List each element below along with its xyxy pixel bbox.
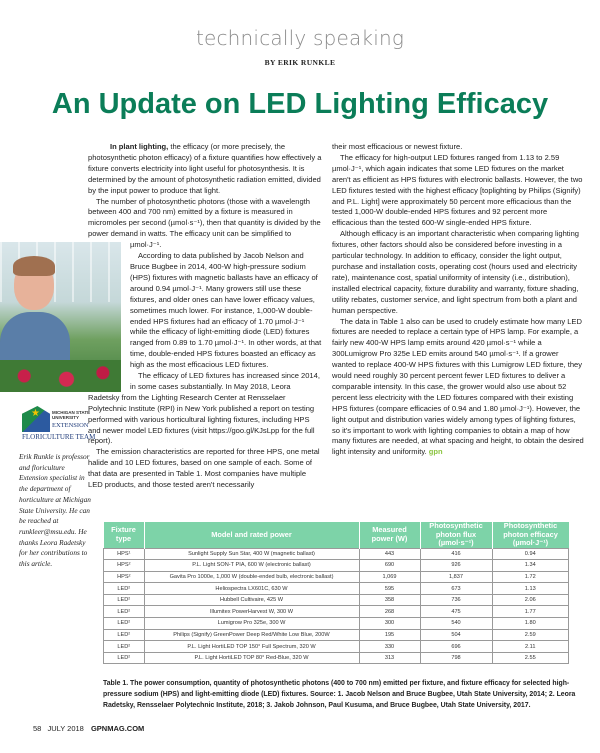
table-cell: 1.77 [491,605,569,619]
column-header: Fixture type [103,522,145,548]
paragraph: The efficacy for high-output LED fixture… [332,152,583,228]
table-cell: 2.11 [491,640,569,653]
table-caption: Table 1. The power consumption, quantity… [103,680,576,709]
table-cell: 1,069 [358,570,421,584]
table-cell: 443 [358,547,421,561]
table-cell: LED² [103,628,145,642]
paragraph: The number of photosynthetic photons (th… [88,196,321,250]
table-row: LED² P.L. Light HortiLED TOP 150° Full Sp… [103,640,569,653]
table-cell: Gavita Pro 1000e, 1,000 W (double-ended … [143,570,360,584]
table-cell: 1,837 [419,570,493,584]
table-cell: LED² [103,582,145,595]
author-photo [0,242,121,392]
paragraph: According to data published by Jacob Nel… [130,251,322,370]
table-cell: 313 [358,651,421,665]
issue-date: JULY 2018 [47,724,84,733]
column-header: Model and rated power [144,522,360,548]
table-cell: Heliospectra LX601C, 630 W [143,582,360,595]
section-kicker: technically speaking [195,26,405,50]
table-cell: LED² [103,640,145,653]
table-cell: 2.06 [491,593,569,607]
table-row: LED² Hubbell Cultivaire, 425 W 358 736 2.06 [103,593,569,607]
table-cell: 540 [419,617,493,630]
table-cell: Lumigrow Pro 325e, 300 W [143,617,360,630]
data-table: Fixture type Model and rated power Measu… [103,521,569,665]
table-cell: 2.59 [491,628,569,642]
table-cell: 358 [358,593,421,607]
table-row: LED² Lumigrow Pro 325e, 300 W 300 540 1.80 [103,617,569,630]
table-row: LED² Philips (Signify) GreenPower Deep Re… [103,628,569,642]
author-bio: Erik Runkle is professor and floricultur… [19,452,91,569]
table-cell: 504 [419,628,493,642]
msu-extension-logo: ★ MICHIGAN STATE UNIVERSITY EXTENSION FL… [22,406,96,441]
logo-text: EXTENSION [52,422,89,429]
site-name: GPNMAG.COM [90,724,145,733]
article-column-2: their most efficacious or newest fixture… [332,142,584,458]
table-row: HPS² P.L. Light SON-T PIA, 600 W (electro… [103,559,569,572]
paragraph-text: The data in Table 1 also can be used to … [332,316,584,457]
table-cell: 595 [358,582,421,595]
paragraph: Although efficacy is an important charac… [332,229,579,315]
logo-text: MICHIGAN STATE UNIVERSITY [52,410,91,420]
table-cell: 1.72 [491,570,569,584]
column-header: Photosynthetic photon efficacy (µmol·J⁻¹… [492,521,569,548]
table-cell: LED² [103,605,145,619]
table-cell: 330 [358,640,421,653]
table-cell: 0.94 [491,547,569,561]
article-column-1: In plant lighting, the efficacy (or more… [0,142,322,692]
logo-text: FLORICULTURE TEAM [22,433,96,441]
table-cell: Philips (Signify) GreenPower Deep Red/Wh… [143,628,360,642]
table-cell: HPS¹ [103,547,145,561]
column-header: Measured power (W) [359,522,421,548]
table-cell: 1.13 [491,582,569,595]
table-cell: 475 [419,605,493,619]
table-row: HPS² Gavita Pro 1000e, 1,000 W (double-en… [103,570,569,584]
table-cell: 300 [358,617,421,630]
table-cell: 798 [419,651,493,665]
end-mark: gpn [428,447,443,457]
table-cell: Illumitex PowerHarvest W, 300 W [143,605,360,619]
table-cell: Hubbell Cultivaire, 425 W [143,593,360,607]
table-cell: 690 [358,559,421,572]
article-title: An Update on LED Lighting Efficacy [51,88,549,120]
table-cell: 696 [419,640,493,653]
table-row: HPS¹ Sunlight Supply Sun Star, 400 W (mag… [103,547,569,561]
lead-in: In plant lighting, [110,142,169,151]
table-cell: 268 [358,605,421,619]
paragraph: The emission characteristics are reporte… [88,447,320,490]
page-number: 58 [33,724,42,733]
table-cell: 926 [419,559,493,572]
paragraph: their most efficacious or newest fixture… [332,142,463,151]
table-cell: HPS² [103,570,145,584]
table-cell: LED² [103,651,145,665]
page-footer: 58 JULY 2018 GPNMAG.COM [33,724,144,733]
table-row: LED² Illumitex PowerHarvest W, 300 W 268 47… [103,605,569,619]
table-cell: LED² [103,617,145,630]
table-cell: 1.34 [491,559,569,572]
table-row: LED² P.L. Light HortiLED TOP 80° Red-Blue… [103,651,569,665]
table-cell: 195 [358,628,421,642]
paragraph: The data in Table 1 also can be used to … [332,317,584,459]
table-cell: 736 [419,593,493,607]
table-cell: 673 [419,582,493,595]
byline: BY ERIK RUNKLE [264,58,336,67]
paragraph: The efficacy of LED fixtures has increas… [88,371,320,446]
table-cell: 2.55 [491,651,569,665]
table-cell: P.L. Light HortiLED TOP 150° Full Spectr… [143,640,360,653]
table-cell: 416 [419,547,493,561]
table-cell: HPS² [103,559,145,572]
table-header-row: Fixture type Model and rated power Measu… [103,521,569,548]
table-cell: 1.80 [491,617,569,630]
table-cell: P.L. Light SON-T PIA, 600 W (electronic … [143,559,360,572]
paragraph-text: the efficacy (or more precisely, the pho… [88,142,322,195]
paragraph: In plant lighting, the efficacy (or more… [0,142,322,197]
table-row: LED² Heliospectra LX601C, 630 W 595 673 1.13 [103,582,569,595]
table-cell: P.L. Light HortiLED TOP 80° Red-Blue, 32… [143,651,360,665]
table-cell: Sunlight Supply Sun Star, 400 W (magneti… [143,547,360,561]
table-cell: LED² [103,593,145,607]
column-header: Photosynthetic photon flux (µmol·s⁻¹) [420,521,493,548]
